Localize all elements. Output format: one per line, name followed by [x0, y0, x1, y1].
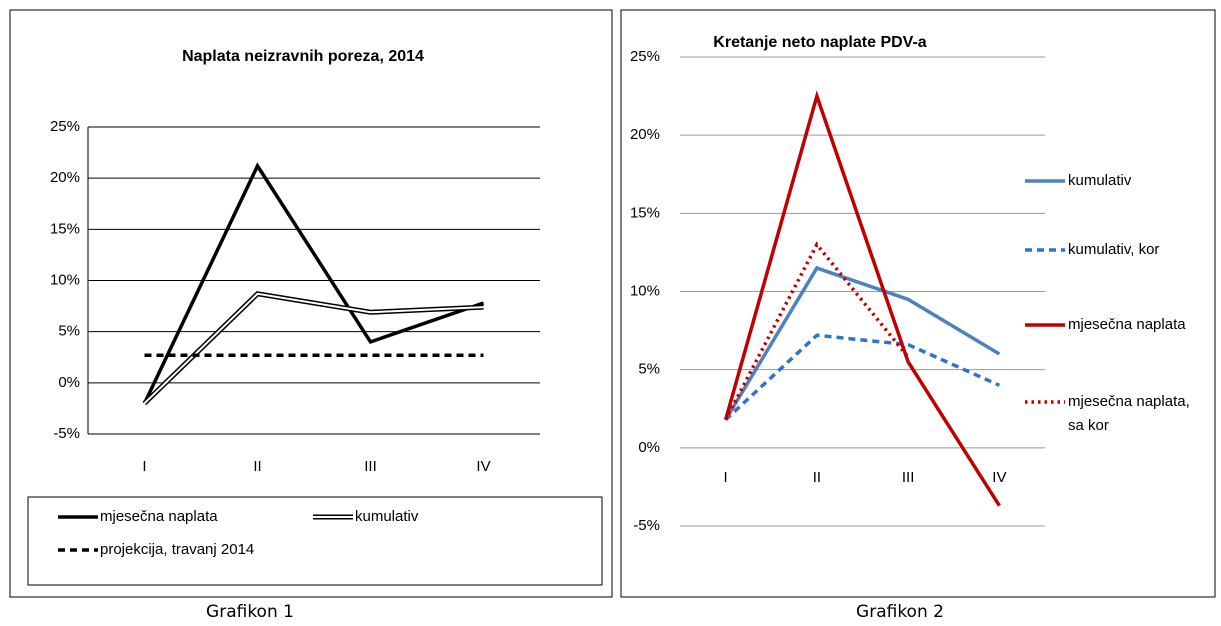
legend-label: kumulativ, kor	[1068, 241, 1160, 258]
chart-frame	[9, 9, 613, 598]
chart-caption: Grafikon 2	[856, 602, 944, 622]
legend-label: mjesečna naplata	[100, 508, 218, 525]
y-tick-label: -5%	[53, 425, 80, 442]
legend-box	[27, 496, 603, 586]
series-line	[724, 333, 1001, 421]
y-tick-label: -5%	[633, 517, 660, 534]
legend-label: kumulativ	[355, 508, 419, 525]
series-line	[724, 265, 1001, 421]
y-tick-label: 0%	[638, 439, 660, 456]
legend-label: mjesečna naplata	[1068, 316, 1186, 333]
series-line	[723, 90, 1001, 507]
y-tick-label: 15%	[50, 220, 80, 237]
y-tick-label: 5%	[638, 361, 660, 378]
y-tick-label: 5%	[58, 323, 80, 340]
x-tick-label: I	[142, 458, 146, 475]
legend-label: mjesečna naplata, sa kor	[1068, 393, 1190, 434]
chart-title: Naplata neizravnih poreza, 2014	[182, 48, 424, 65]
y-tick-label: 20%	[50, 169, 80, 186]
x-tick-label: IV	[476, 458, 490, 475]
chart-frame	[620, 9, 1216, 598]
y-tick-label: 15%	[630, 204, 660, 221]
x-tick-label: III	[902, 469, 915, 486]
y-tick-label: 10%	[50, 271, 80, 288]
y-tick-label: 10%	[630, 282, 660, 299]
x-tick-label: II	[253, 458, 261, 475]
series-line	[724, 241, 910, 421]
y-tick-label: 25%	[50, 118, 80, 135]
chart-title: Kretanje neto naplate PDV-a	[713, 34, 926, 51]
y-tick-label: 20%	[630, 126, 660, 143]
series-line-inner	[143, 292, 484, 405]
x-tick-label: IV	[992, 469, 1006, 486]
chart-caption: Grafikon 1	[206, 602, 294, 622]
y-tick-label: 25%	[630, 48, 660, 65]
legend-label: kumulativ	[1068, 172, 1132, 189]
x-tick-label: II	[813, 469, 821, 486]
x-tick-label: I	[724, 469, 728, 486]
legend-label: projekcija, travanj 2014	[100, 541, 254, 558]
y-tick-label: 0%	[58, 374, 80, 391]
x-tick-label: III	[364, 458, 377, 475]
series-line	[142, 162, 485, 405]
